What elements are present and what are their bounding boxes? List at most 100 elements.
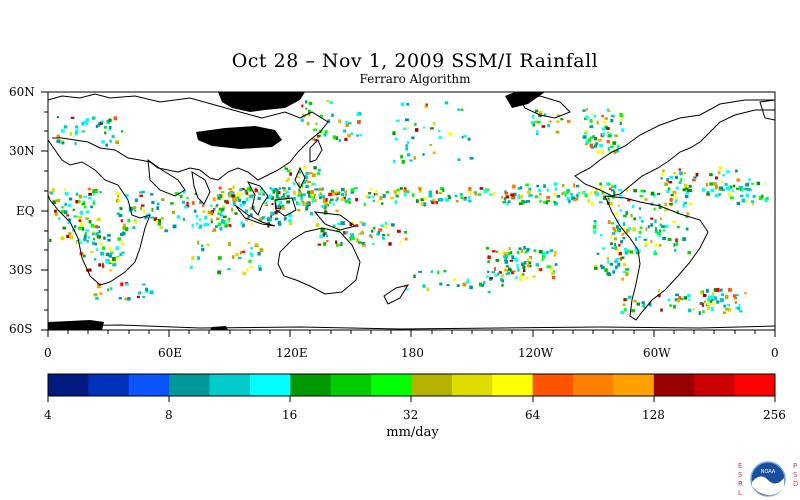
rain-pixel	[234, 253, 239, 257]
rain-pixel	[115, 191, 120, 196]
rain-pixel	[207, 212, 211, 216]
rain-pixel	[607, 193, 611, 198]
rain-pixel	[297, 175, 300, 179]
rain-pixel	[68, 197, 73, 201]
rain-pixel	[309, 211, 314, 216]
rain-pixel	[641, 301, 645, 305]
rain-pixel	[662, 229, 666, 232]
rain-pixel	[98, 230, 101, 233]
rain-pixel	[210, 211, 214, 216]
rain-pixel	[298, 182, 301, 187]
rain-pixel	[739, 194, 744, 198]
rain-pixel	[556, 195, 561, 198]
rain-pixel	[713, 296, 717, 301]
rain-pixel	[323, 242, 327, 246]
rain-pixel	[85, 217, 89, 220]
rain-pixel	[541, 255, 545, 259]
rain-pixel	[151, 200, 155, 205]
rain-pixel	[576, 184, 580, 188]
rain-pixel	[517, 268, 520, 272]
rain-pixel	[491, 250, 496, 253]
rain-pixel	[666, 189, 670, 193]
rain-pixel	[519, 195, 523, 199]
rain-pixel	[739, 310, 743, 313]
rain-pixel	[268, 217, 272, 220]
rain-pixel	[487, 260, 490, 264]
rain-pixel	[358, 112, 362, 116]
rain-pixel	[306, 121, 310, 126]
rain-pixel	[227, 268, 231, 271]
rain-pixel	[513, 257, 517, 261]
rain-pixel	[108, 254, 112, 258]
rain-pixel	[564, 192, 567, 197]
rain-pixel	[372, 242, 375, 245]
alaska-coast	[519, 95, 571, 119]
rain-pixel	[224, 224, 228, 228]
rain-pixel	[227, 192, 231, 196]
rain-pixel	[659, 229, 662, 233]
rain-pixel	[504, 259, 509, 264]
rain-pixel	[668, 181, 673, 184]
rain-pixel	[553, 254, 556, 257]
rain-pixel	[340, 241, 343, 246]
rain-pixel	[521, 200, 525, 204]
rain-pixel	[280, 196, 284, 200]
lat-label-eq: EQ	[16, 204, 35, 218]
rain-pixel	[659, 223, 663, 227]
rain-pixel	[232, 185, 235, 189]
rain-pixel	[142, 210, 146, 214]
rain-pixel	[667, 298, 671, 302]
colorbar-swatch	[734, 374, 776, 396]
rain-pixel	[510, 193, 515, 197]
rain-pixel	[85, 229, 89, 232]
rain-pixel	[614, 134, 618, 137]
rain-pixel	[539, 200, 542, 203]
rain-pixel	[369, 187, 373, 191]
rain-pixel	[283, 189, 286, 192]
rain-pixel	[461, 108, 464, 111]
rain-pixel	[318, 187, 323, 191]
rain-pixel	[277, 222, 282, 226]
rain-pixel	[709, 182, 713, 186]
rain-pixel	[626, 188, 629, 193]
rain-pixel	[251, 205, 255, 210]
rain-pixel	[645, 227, 648, 231]
rain-pixel	[642, 303, 646, 308]
rain-pixel	[425, 103, 428, 107]
rain-pixel	[102, 264, 105, 268]
rain-pixel	[432, 122, 436, 125]
rain-pixel	[99, 121, 103, 125]
rain-pixel	[639, 195, 644, 198]
rain-pixel	[161, 198, 165, 201]
rain-pixel	[660, 177, 663, 180]
rain-pixel	[764, 198, 768, 202]
rain-pixel	[384, 225, 388, 229]
rain-pixel	[406, 140, 410, 145]
rain-pixel	[326, 100, 330, 103]
rain-pixel	[105, 252, 110, 256]
rain-pixel	[684, 188, 688, 192]
rain-pixel	[528, 187, 532, 191]
rain-pixel	[103, 236, 106, 240]
rain-pixel	[551, 275, 556, 280]
rain-pixel	[287, 177, 290, 182]
rain-pixel	[661, 172, 665, 176]
rain-pixel	[215, 225, 218, 228]
rain-pixel	[604, 117, 608, 120]
rain-pixel	[322, 200, 327, 204]
rain-pixel	[735, 306, 739, 310]
rain-pixel	[689, 189, 693, 193]
rain-pixel	[94, 258, 97, 261]
rain-pixel	[105, 143, 108, 147]
rain-pixel	[356, 112, 360, 116]
rain-pixel	[688, 308, 692, 313]
rain-pixel	[121, 251, 125, 254]
rain-pixel	[324, 130, 328, 134]
rain-pixel	[101, 140, 105, 144]
rain-pixel	[504, 256, 508, 261]
rain-pixel	[64, 192, 69, 196]
rain-pixel	[395, 193, 399, 198]
rain-pixel	[284, 189, 287, 193]
rain-pixel	[525, 276, 529, 280]
rain-pixel	[361, 230, 364, 234]
